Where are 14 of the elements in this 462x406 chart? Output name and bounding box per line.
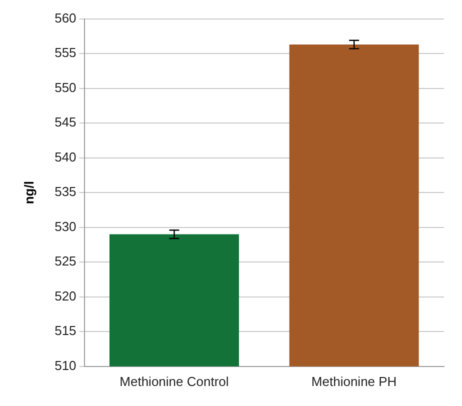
y-tick-label: 520 [54,288,76,304]
y-tick-label: 530 [54,218,76,234]
y-tick-label: 540 [54,149,76,164]
y-tick-label: 535 [54,184,76,200]
y-tick-label: 515 [54,323,76,338]
y-tick-label: 560 [54,10,76,26]
y-axis-title: ng/l [21,181,36,204]
y-tick-label: 510 [54,358,76,373]
x-tick-label: Methionine Control [120,374,229,389]
x-tick-label: Methionine PH [311,374,397,389]
y-tick-label: 525 [54,254,76,269]
y-tick-label: 550 [54,80,76,95]
y-tick-label: 555 [54,45,76,60]
y-tick-label: 545 [54,114,76,130]
